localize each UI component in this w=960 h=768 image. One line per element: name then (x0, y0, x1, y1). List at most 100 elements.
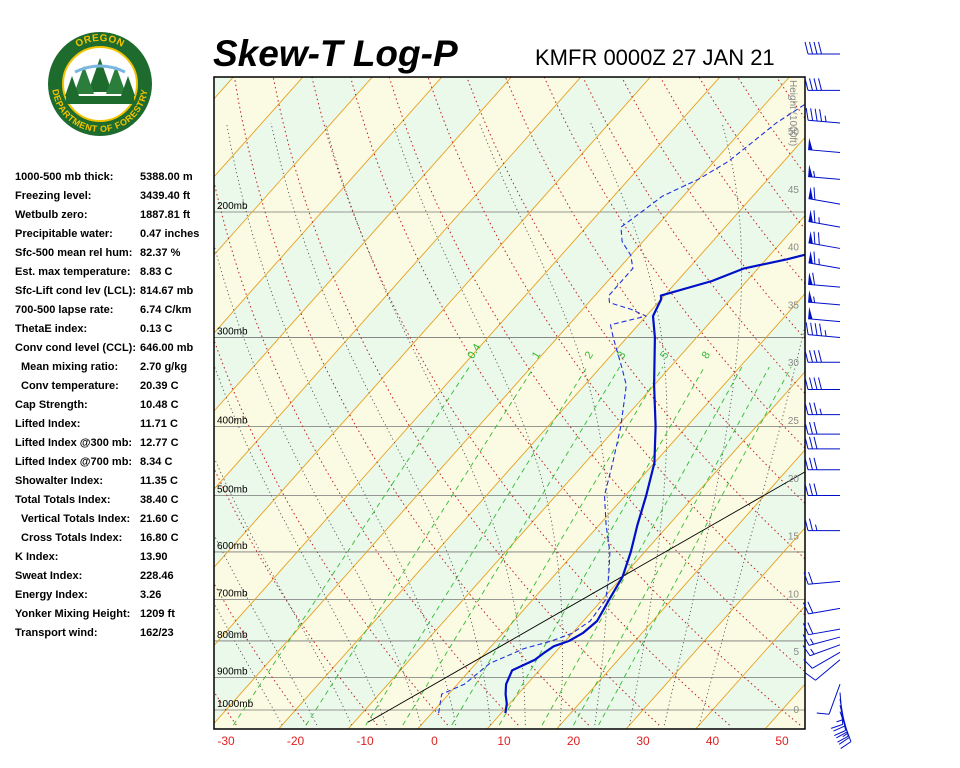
wind-barb (808, 290, 841, 306)
isotherm-line (214, 77, 721, 647)
dry-adiabat (781, 0, 960, 725)
background-lines (214, 0, 960, 729)
isotherm-line (694, 605, 805, 729)
height-tick-label: 50 (788, 127, 800, 138)
index-label: Showalter Index: (15, 475, 103, 487)
index-value: 3.26 (140, 589, 161, 601)
moist-adiabat (392, 122, 564, 726)
moist-adiabat (590, 122, 668, 726)
dry-adiabat (311, 77, 730, 726)
index-label: K Index: (15, 551, 58, 563)
moist-adiabat (214, 533, 318, 726)
index-label: ThetaE index: (15, 323, 87, 335)
index-value: 21.60 C (140, 513, 179, 525)
index-label: Total Totals Index: (15, 494, 111, 506)
wind-barb (802, 634, 841, 646)
height-tick-label: 30 (788, 358, 800, 369)
isotherm-band (214, 77, 805, 729)
mixing-ratio-label: 2 (583, 350, 596, 362)
mixing-ratio-line (498, 366, 705, 726)
logo-top-text: OREGON (74, 33, 126, 50)
index-label: Vertical Totals Index: (21, 513, 130, 525)
wind-barb (805, 107, 841, 124)
wind-barb (803, 571, 841, 585)
index-label: Conv cond level (CCL): (15, 342, 136, 354)
height-tick-label: 15 (788, 532, 800, 543)
index-label: Cap Strength: (15, 399, 88, 411)
index-value: 814.67 mb (140, 285, 193, 297)
dry-adiabat (214, 582, 308, 726)
wind-barb (808, 306, 841, 323)
station-time-label: KMFR 0000Z 27 JAN 21 (535, 45, 775, 70)
index-value: 3439.40 ft (140, 190, 190, 202)
index-label: Sweat Index: (15, 570, 82, 582)
chart-title: Skew-T Log-P (213, 33, 458, 74)
temperature-tick-label: 0 (431, 734, 438, 748)
index-label: Mean mixing ratio: (21, 361, 118, 373)
isotherm-line (214, 77, 512, 412)
wind-barbs (802, 41, 852, 749)
dry-adiabat (233, 77, 590, 726)
index-value: 228.46 (140, 570, 174, 582)
index-value: 0.13 C (140, 323, 172, 335)
wind-barb (802, 622, 841, 636)
index-value: 162/23 (140, 627, 174, 639)
logo-trees-icon (65, 58, 135, 104)
wind-barb (804, 41, 840, 55)
index-label: Transport wind: (15, 627, 98, 639)
wind-barb (805, 659, 841, 681)
index-label: Cross Totals Index: (21, 532, 122, 544)
moist-adiabat (663, 122, 743, 726)
temperature-tick-label: -10 (356, 734, 374, 748)
dry-adiabat (851, 0, 960, 725)
moist-adiabat (270, 122, 492, 726)
isotherm-line (214, 77, 582, 490)
index-value: 8.83 C (140, 266, 172, 278)
index-value: 8.34 C (140, 456, 172, 468)
temperature-tick-label: 40 (706, 734, 720, 748)
wind-barb (808, 164, 841, 180)
index-value: 38.40 C (140, 494, 179, 506)
pressure-label: 500mb (217, 485, 248, 496)
index-value: 646.00 mb (140, 342, 193, 354)
temperature-tick-label: 10 (497, 734, 511, 748)
wind-barb (808, 186, 841, 205)
temperature-tick-label: 20 (567, 734, 581, 748)
index-value: 11.35 C (140, 475, 178, 487)
pressure-label: 300mb (217, 326, 248, 337)
wind-barb (833, 698, 847, 736)
wind-barb (805, 322, 841, 338)
mixing-ratio-line (305, 366, 535, 726)
isotherm-line (347, 214, 805, 729)
temperature-axis: -30 -20 -10 0 10 20 30 40 50 (217, 734, 789, 748)
height-tick-label: 25 (788, 416, 800, 427)
mixing-ratio-label: 5 (658, 350, 671, 362)
moist-adiabat (226, 122, 457, 726)
isotherm-line (214, 77, 373, 256)
parcel-line (367, 471, 805, 723)
index-label: Freezing level: (15, 190, 91, 202)
wind-barb (804, 377, 840, 391)
temperature-trace (504, 253, 805, 714)
height-tick-label: 10 (788, 589, 800, 600)
index-label: 1000-500 mb thick: (15, 171, 113, 183)
isotherm-line (214, 77, 443, 334)
wind-barb (816, 684, 841, 715)
wind-barb (803, 651, 841, 669)
index-label: Yonker Mixing Height: (15, 608, 130, 620)
wind-barb (808, 209, 841, 228)
height-tick-label: 35 (788, 300, 800, 311)
wind-barb (808, 251, 841, 269)
oregon-department-of-forestry-logo: OREGON DEPARTMENT OF FORESTRY (48, 32, 152, 136)
index-label: Precipitable water: (15, 228, 113, 240)
moist-adiabat (214, 456, 353, 726)
dry-adiabat (272, 77, 660, 726)
index-value: 20.39 C (140, 380, 179, 392)
pressure-label: 600mb (217, 541, 248, 552)
index-label: 700-500 lapse rate: (15, 304, 113, 316)
temperature-tick-label: 30 (636, 734, 650, 748)
pressure-label: 200mb (217, 201, 248, 212)
index-label: Est. max temperature: (15, 266, 131, 278)
